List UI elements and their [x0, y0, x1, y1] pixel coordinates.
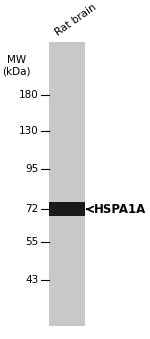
Text: 43: 43 [26, 275, 39, 285]
Text: 95: 95 [26, 164, 39, 174]
Text: 180: 180 [19, 90, 39, 100]
Text: 55: 55 [26, 237, 39, 247]
Text: Rat brain: Rat brain [53, 2, 98, 37]
Text: 72: 72 [26, 204, 39, 214]
Text: MW
(kDa): MW (kDa) [3, 55, 31, 76]
Text: 130: 130 [19, 126, 39, 136]
Bar [49, 42, 85, 326]
Text: HSPA1A: HSPA1A [94, 203, 147, 216]
Bar [49, 202, 85, 216]
